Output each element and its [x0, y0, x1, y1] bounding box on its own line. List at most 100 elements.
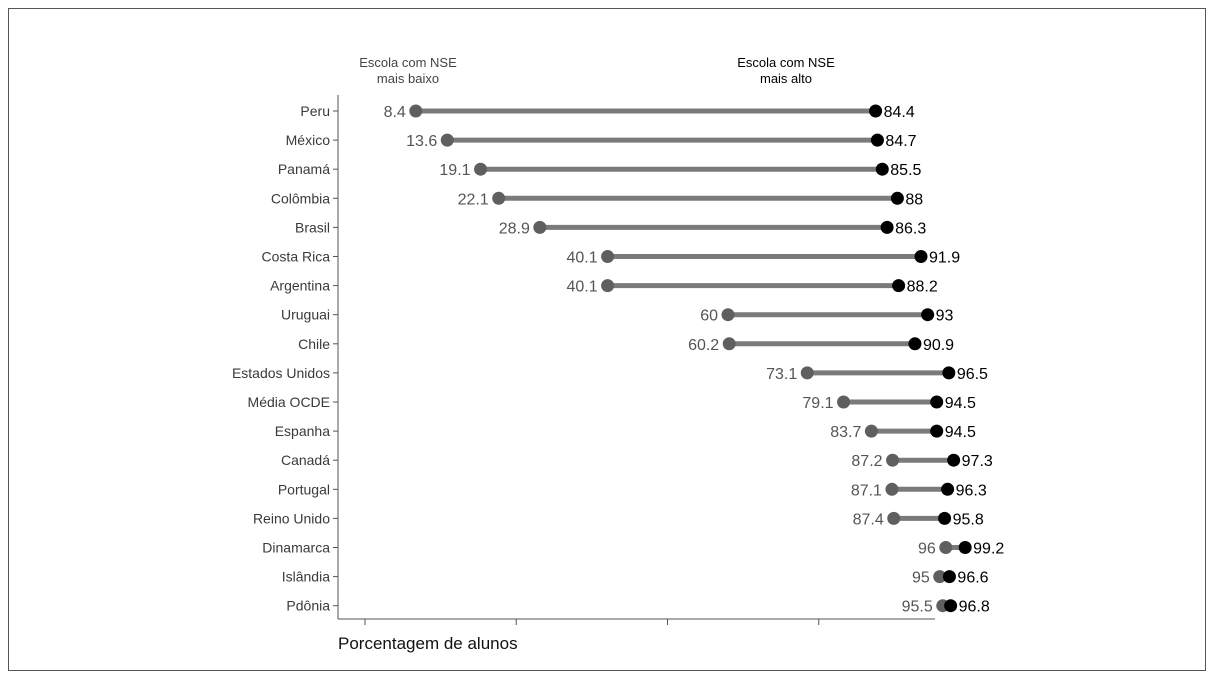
- high-value-label: 96.3: [956, 482, 987, 499]
- high-value-label: 95.8: [953, 511, 984, 528]
- low-value-label: 87.2: [851, 453, 882, 470]
- high-value-label: 84.4: [884, 104, 915, 121]
- row-10: Média OCDE 79.1 94.5: [248, 394, 976, 412]
- high-value-label: 88: [905, 191, 923, 208]
- low-point: [886, 453, 900, 467]
- high-point: [880, 220, 894, 234]
- low-point: [837, 395, 851, 409]
- high-point: [942, 570, 956, 584]
- row-2: Panamá 19.1 85.5: [278, 161, 922, 179]
- low-value-label: 22.1: [458, 191, 489, 208]
- low-point: [440, 133, 454, 147]
- high-point: [947, 453, 961, 467]
- low-value-label: 28.9: [499, 220, 530, 237]
- low-value-label: 79.1: [802, 395, 833, 412]
- high-value-label: 96.5: [957, 366, 988, 383]
- low-value-label: 8.4: [384, 104, 406, 121]
- high-point: [921, 308, 935, 322]
- high-value-label: 99.2: [973, 541, 1004, 558]
- low-point: [939, 541, 953, 554]
- high-value-label: 94.5: [945, 395, 976, 412]
- figure-frame: [8, 8, 1206, 671]
- high-point: [958, 541, 972, 554]
- row-6: Argentina 40.1 88.2: [270, 278, 938, 296]
- high-point: [870, 133, 884, 147]
- high-point: [890, 191, 904, 205]
- low-point: [409, 104, 423, 118]
- low-value-label: 60: [700, 308, 718, 325]
- row-9: Estados Unidos 73.1 96.5: [232, 365, 988, 383]
- y-tick-label: Reino Unido: [253, 510, 330, 526]
- high-point: [892, 279, 906, 293]
- high-point: [944, 599, 958, 613]
- high-value-label: 86.3: [895, 220, 926, 237]
- high-value-label: 88.2: [907, 279, 938, 296]
- x-ticks: [364, 619, 820, 625]
- low-value-label: 73.1: [766, 366, 797, 383]
- legend-low-label: Escola com NSE mais baixo: [359, 55, 457, 86]
- high-value-label: 96.6: [957, 570, 988, 587]
- high-value-label: 85.5: [890, 162, 921, 179]
- low-point: [864, 424, 878, 438]
- low-value-label: 95: [912, 570, 930, 587]
- y-tick-label: México: [286, 132, 331, 148]
- y-tick-label: Costa Rica: [262, 249, 331, 265]
- y-tick-label: Chile: [298, 336, 330, 352]
- low-point: [492, 191, 506, 205]
- row-14: Reino Unido 87.4 95.8: [253, 510, 984, 528]
- row-0: Peru 8.4 84.4: [300, 103, 914, 121]
- row-12: Canadá 87.2 97.3: [281, 452, 993, 470]
- data-rows: Peru 8.4 84.4 México 13.6 84.7 Panamá 19.1 85.5 C…: [232, 103, 1004, 616]
- high-value-label: 97.3: [962, 453, 993, 470]
- high-point: [942, 366, 956, 380]
- row-15: Dinamarca 96 99.2: [262, 540, 1004, 558]
- low-point: [887, 511, 901, 525]
- axes: [337, 95, 935, 620]
- row-11: Espanha 83.7 94.5: [275, 423, 976, 441]
- low-point: [722, 337, 736, 351]
- high-point: [941, 482, 955, 496]
- row-5: Costa Rica 40.1 91.9: [262, 249, 961, 267]
- high-value-label: 84.7: [885, 133, 916, 150]
- y-tick-label: Canadá: [281, 452, 330, 468]
- low-value-label: 40.1: [566, 279, 597, 296]
- y-tick-label: Brasil: [295, 219, 330, 235]
- low-point: [601, 279, 615, 293]
- low-value-label: 87.4: [853, 511, 884, 528]
- y-tick-label: Argentina: [270, 278, 330, 294]
- row-4: Brasil 28.9 86.3: [295, 219, 926, 237]
- y-tick-label: Peru: [300, 103, 330, 119]
- row-13: Portugal 87.1 96.3: [278, 481, 987, 499]
- row-1: México 13.6 84.7: [286, 132, 917, 150]
- row-17: Pdônia 95.5 96.8: [286, 598, 989, 616]
- row-16: Islândia 95 96.6: [282, 569, 989, 587]
- low-point: [721, 308, 735, 322]
- row-8: Chile 60.2 90.9: [298, 336, 954, 354]
- high-point: [938, 511, 952, 525]
- low-point: [533, 220, 547, 234]
- high-point: [930, 424, 944, 438]
- row-7: Uruguai 60 93: [281, 307, 954, 325]
- y-tick-label: Dinamarca: [262, 540, 330, 556]
- high-point: [869, 104, 883, 118]
- high-value-label: 94.5: [945, 424, 976, 441]
- legend: Escola com NSE mais baixo Escola com NSE m…: [359, 55, 835, 86]
- high-point: [908, 337, 922, 351]
- low-point: [933, 570, 947, 584]
- x-axis-title: Porcentagem de alunos: [338, 634, 518, 653]
- y-tick-label: Estados Unidos: [232, 365, 330, 381]
- high-value-label: 90.9: [923, 337, 954, 354]
- low-value-label: 83.7: [830, 424, 861, 441]
- y-tick-label: Espanha: [275, 423, 330, 439]
- y-tick-label: Panamá: [278, 161, 330, 177]
- low-value-label: 95.5: [902, 599, 933, 616]
- y-tick-label: Uruguai: [281, 307, 330, 323]
- high-value-label: 93: [936, 308, 954, 325]
- low-value-label: 19.1: [439, 162, 470, 179]
- low-value-label: 40.1: [566, 250, 597, 267]
- high-value-label: 91.9: [929, 250, 960, 267]
- row-3: Colômbia 22.1 88: [271, 190, 923, 208]
- legend-high-label: Escola com NSE mais alto: [737, 55, 835, 86]
- low-value-label: 96: [918, 541, 936, 558]
